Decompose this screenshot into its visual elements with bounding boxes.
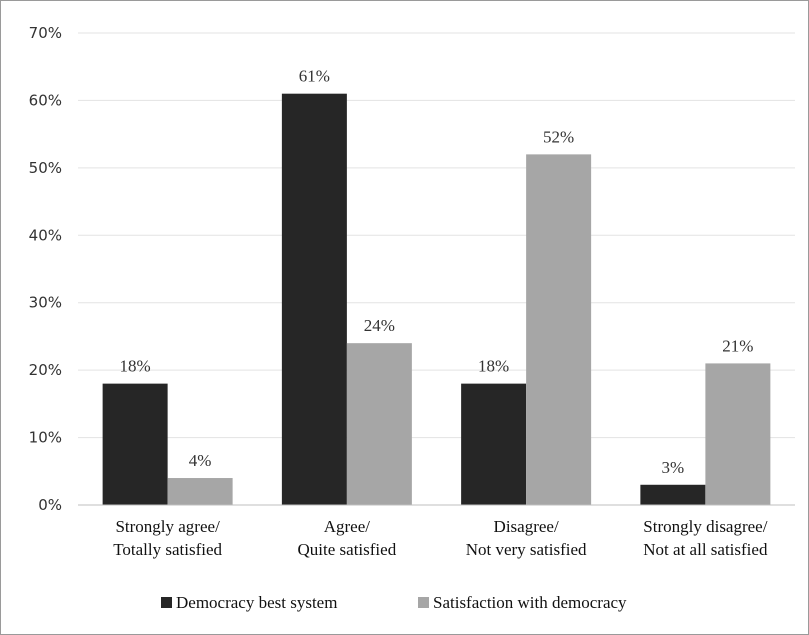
data-label: 52% (543, 127, 574, 146)
category-label: Quite satisfied (298, 540, 397, 559)
data-label: 18% (478, 357, 509, 376)
y-tick-label: 40% (29, 226, 62, 244)
bar-democracy-best-system (103, 384, 168, 505)
y-tick-label: 10% (29, 429, 62, 447)
data-label: 4% (189, 451, 212, 470)
category-label: Totally satisfied (113, 540, 222, 559)
bar-satisfaction-with-democracy (347, 343, 412, 505)
bar-satisfaction-with-democracy (705, 363, 770, 505)
bar-satisfaction-with-democracy (526, 154, 591, 505)
bar-democracy-best-system (282, 94, 347, 505)
legend-entry: Satisfaction with democracy (433, 593, 627, 612)
y-axis-ticks: 0% 10% 20% 30% 40% 50% 60% 70% (29, 24, 62, 514)
bar-satisfaction-with-democracy (168, 478, 233, 505)
y-tick-label: 50% (29, 159, 62, 177)
category-label: Agree/ (324, 517, 371, 536)
bar-democracy-best-system (461, 384, 526, 505)
gridlines (78, 33, 795, 438)
category-label: Disagree/ (494, 517, 559, 536)
category-labels: Strongly agree/Totally satisfied Agree/Qu… (113, 517, 768, 559)
legend-swatch (418, 597, 429, 608)
y-tick-label: 20% (29, 361, 62, 379)
bars (103, 94, 771, 505)
data-label: 3% (662, 458, 685, 477)
legend: Democracy best system Satisfaction with d… (161, 593, 627, 612)
y-tick-label: 60% (29, 91, 62, 109)
y-tick-label: 70% (29, 24, 62, 42)
y-tick-label: 0% (38, 496, 62, 514)
data-label: 24% (364, 316, 395, 335)
legend-swatch (161, 597, 172, 608)
category-label: Strongly agree/ (115, 517, 220, 536)
data-label: 21% (722, 336, 753, 355)
y-tick-label: 30% (29, 294, 62, 312)
data-label: 61% (299, 67, 330, 86)
category-label: Not at all satisfied (643, 540, 768, 559)
data-label: 18% (120, 357, 151, 376)
category-label: Not very satisfied (466, 540, 587, 559)
category-label: Strongly disagree/ (643, 517, 767, 536)
legend-entry: Democracy best system (176, 593, 337, 612)
bar-democracy-best-system (640, 485, 705, 505)
data-labels: 18% 61% 18% 3% 4% 24% 52% 21% (120, 67, 754, 477)
